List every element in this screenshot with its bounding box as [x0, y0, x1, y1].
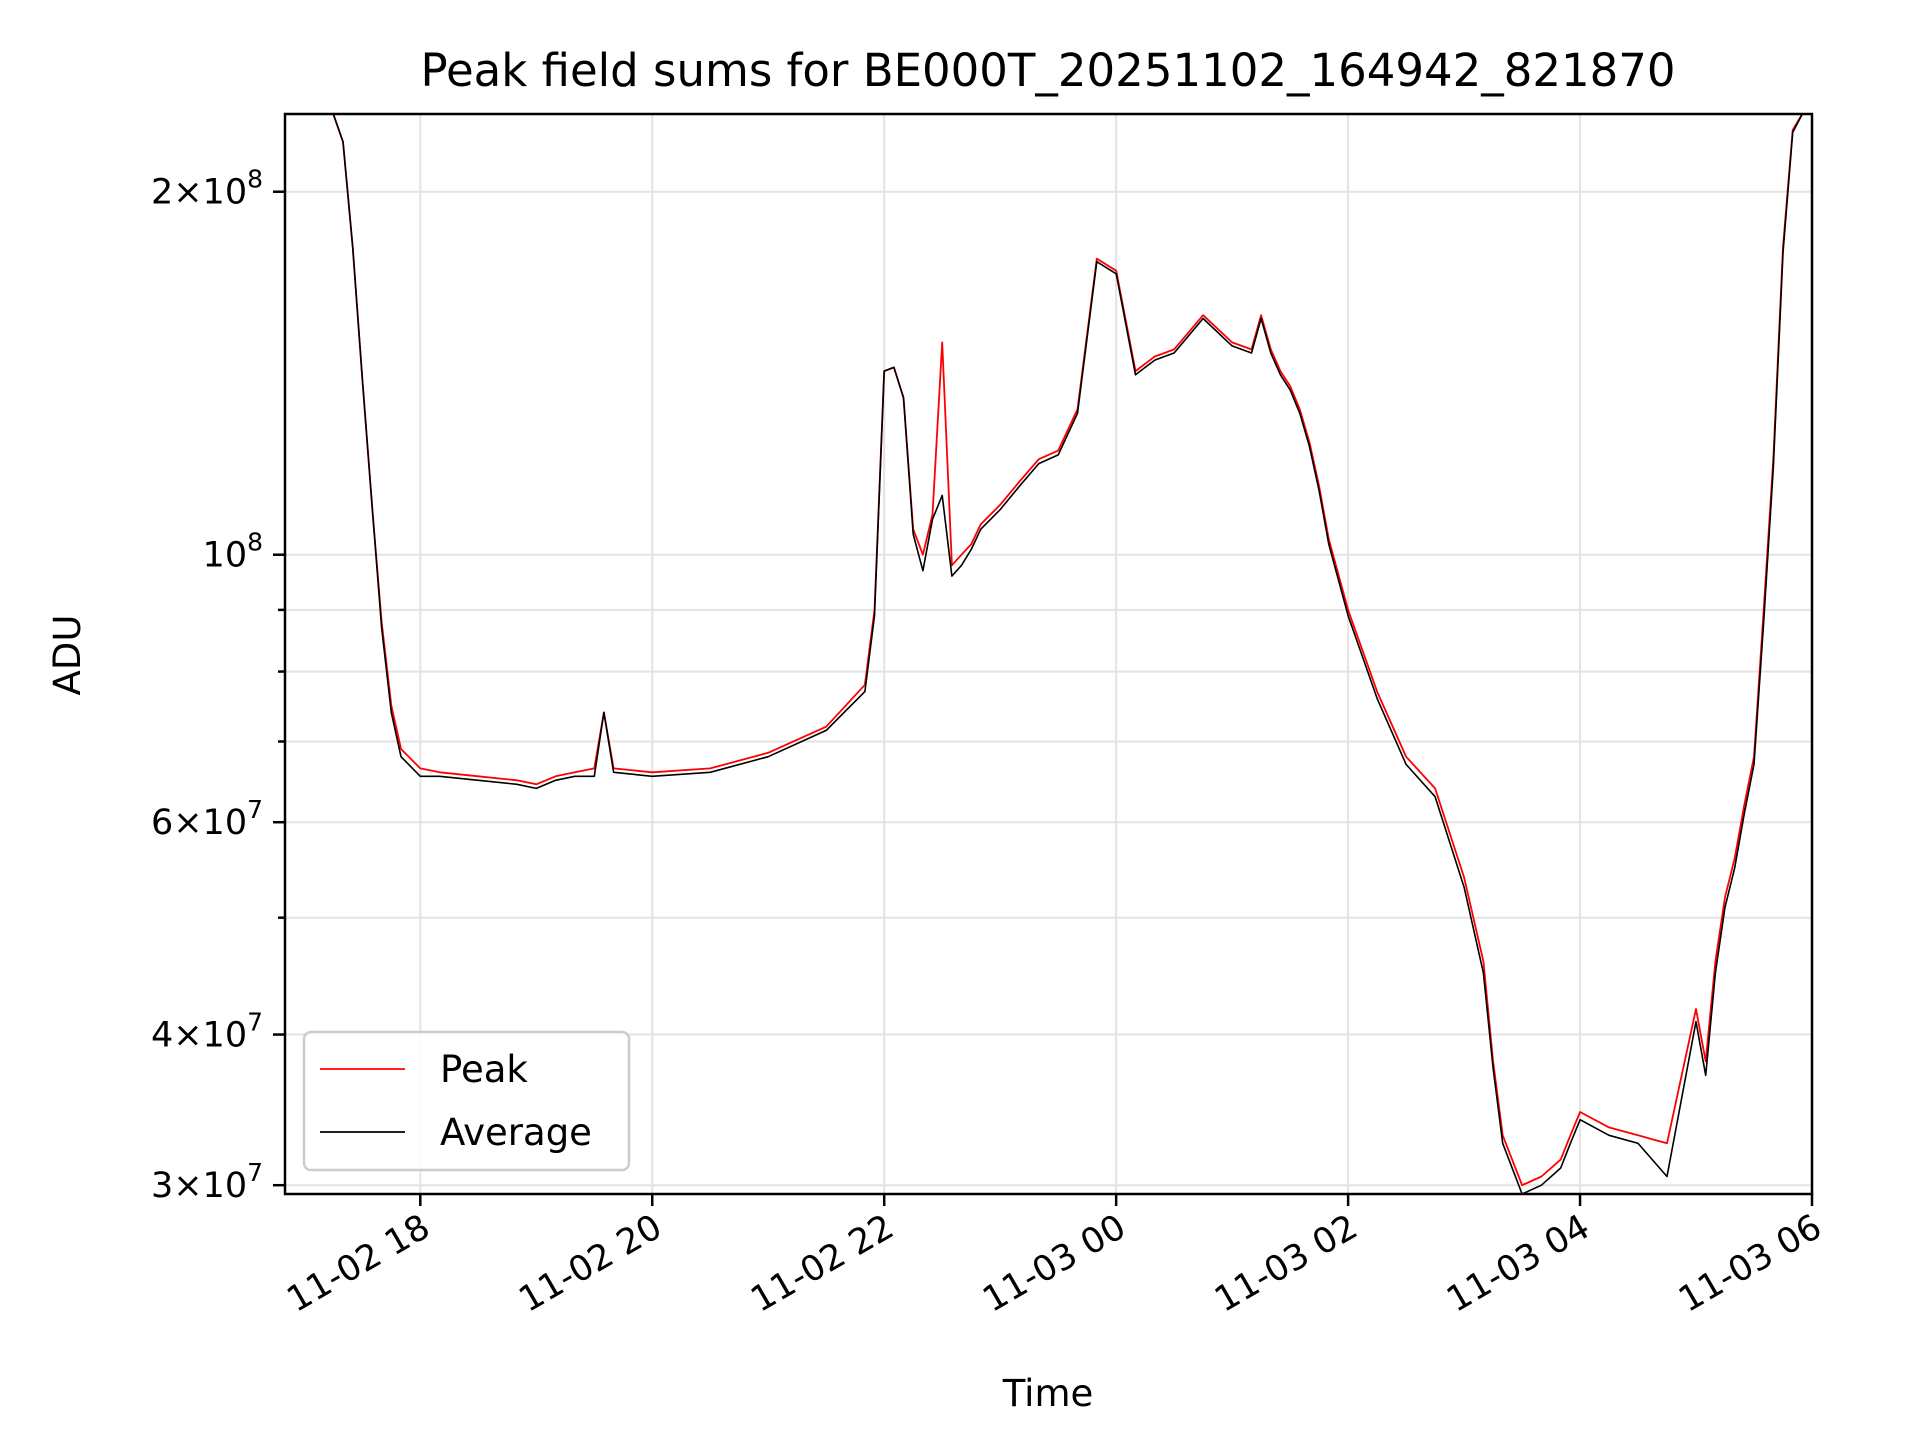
plot-frame — [283, 112, 1814, 1196]
series-line-average — [285, 113, 1812, 1195]
chart-title: Peak field sums for BE000T_20251102_1649… — [420, 44, 1675, 97]
x-axis-label: Time — [1002, 1372, 1094, 1415]
y-tick-label: 2×108 — [151, 165, 263, 213]
legend-label-peak: Peak — [440, 1048, 528, 1091]
y-tick-label: 108 — [203, 528, 263, 576]
legend-box — [302, 1030, 631, 1172]
y-tick-label: 3×107 — [151, 1158, 263, 1206]
y-tick-label: 6×107 — [151, 795, 263, 843]
legend-label-average: Average — [440, 1111, 592, 1154]
y-axis-label: ADU — [46, 615, 89, 696]
legend: Peak Average — [302, 1030, 631, 1172]
grid — [285, 114, 1813, 1194]
series-lines — [285, 113, 1812, 1195]
y-tick-label: 4×107 — [151, 1008, 263, 1056]
series-line-peak — [285, 113, 1812, 1187]
y-axis: 3×107 4×107 6×107 108 2×108 — [151, 165, 285, 1206]
